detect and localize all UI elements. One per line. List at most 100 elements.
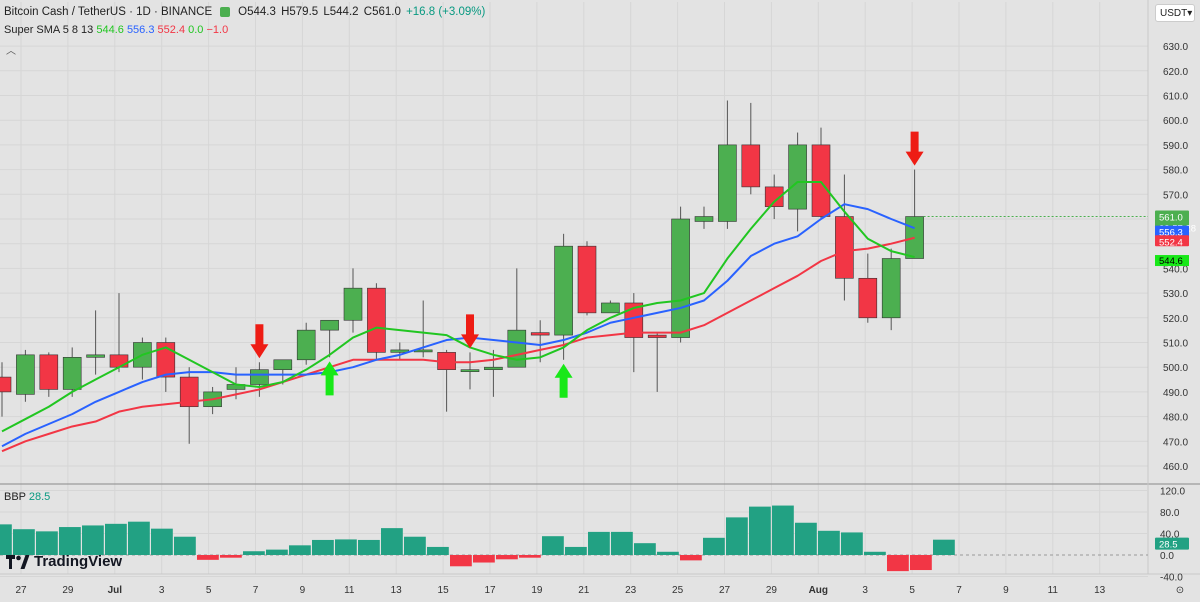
indicator-value-5: −1.0 bbox=[206, 24, 229, 36]
time-tick-label: 29 bbox=[766, 585, 778, 596]
bbp-bar bbox=[795, 522, 817, 555]
time-tick-label: 29 bbox=[62, 585, 74, 596]
chevron-down-icon: ▾ bbox=[1187, 7, 1193, 19]
bull-candle bbox=[694, 216, 714, 222]
tradingview-logo[interactable]: TradingView bbox=[6, 553, 122, 570]
indicator-name: Super SMA 5 8 13 bbox=[4, 24, 94, 36]
time-tick-label: 5 bbox=[909, 585, 915, 596]
time-tick-label: Aug bbox=[809, 585, 828, 596]
bbp-bar bbox=[565, 546, 587, 555]
change-value: +16.8 (+3.09%) bbox=[406, 6, 486, 18]
time-tick-label: 11 bbox=[1048, 585, 1059, 596]
sell-arrow-icon bbox=[250, 324, 269, 359]
bbp-bar bbox=[82, 525, 104, 555]
time-tick-label: 9 bbox=[300, 585, 306, 596]
bbp-bar bbox=[151, 528, 173, 555]
price-tick-label: 490.0 bbox=[1163, 388, 1188, 399]
time-tick-label: 15 bbox=[438, 585, 450, 596]
bbp-bar bbox=[519, 555, 541, 558]
bbp-bar bbox=[266, 549, 288, 555]
sell-arrow-icon bbox=[461, 314, 479, 349]
time-tick-label: 27 bbox=[719, 585, 731, 596]
currency-select[interactable]: USDT ▾ bbox=[1155, 4, 1195, 22]
price-axis[interactable]: 630.0 620.0 610.0 600.0 590.0 580.0 570.0 540.0… bbox=[1160, 42, 1188, 583]
price-tick-label: 620.0 bbox=[1163, 67, 1188, 78]
ohlc-values: O544.3 H579.5 L544.2 C561.0 +16.8 (+3.09… bbox=[238, 6, 487, 18]
bear-candle bbox=[39, 354, 59, 390]
price-tick-label: 570.0 bbox=[1163, 190, 1188, 201]
time-tick-label: 21 bbox=[578, 585, 590, 596]
bull-candle bbox=[671, 218, 690, 338]
symbol-title[interactable]: Bitcoin Cash / TetherUS · 1D · BINANCE bbox=[4, 6, 213, 18]
bear-candle bbox=[741, 144, 761, 188]
bull-candle bbox=[460, 369, 480, 372]
collapse-legend-icon[interactable]: ︿ bbox=[6, 46, 16, 57]
sma-lines bbox=[1, 180, 915, 453]
bull-candle bbox=[718, 144, 737, 222]
bbp-bar bbox=[588, 531, 610, 555]
bbp-bar bbox=[473, 555, 495, 563]
bull-candle bbox=[554, 245, 573, 336]
bear-candle bbox=[0, 376, 12, 393]
time-tick-label: 3 bbox=[862, 585, 868, 596]
bear-candle bbox=[530, 332, 550, 336]
bbp-histogram bbox=[0, 505, 955, 572]
price-tick-label: 610.0 bbox=[1163, 92, 1188, 103]
time-axis[interactable]: 27 29 Jul 3 5 7 9 11 13 15 17 19 21 23 25 27 29 Aug 3 5 7 9 11… bbox=[15, 585, 1184, 596]
bear-candle bbox=[179, 376, 199, 408]
bbp-bar bbox=[381, 528, 403, 555]
bbp-bar bbox=[749, 506, 771, 555]
bbp-name: BBP bbox=[4, 491, 26, 503]
time-tick-label: 27 bbox=[15, 585, 27, 596]
price-tick-label: 470.0 bbox=[1163, 437, 1188, 448]
bull-candle bbox=[788, 144, 807, 210]
bbp-bar bbox=[427, 546, 449, 555]
indicator-legend[interactable]: Super SMA 5 8 13 544.6 556.3 552.4 0.0 −… bbox=[4, 24, 228, 36]
bull-candle bbox=[273, 359, 293, 370]
bbp-bar bbox=[450, 555, 472, 567]
market-open-icon bbox=[220, 7, 231, 17]
currency-label: USDT bbox=[1160, 7, 1188, 19]
bbp-last-badge-text: 28.5 bbox=[1159, 540, 1178, 551]
bbp-bar bbox=[657, 551, 679, 555]
bbp-legend[interactable]: BBP 28.5 bbox=[4, 491, 50, 503]
time-tick-label: 11 bbox=[344, 585, 355, 596]
price-tick-label: 540.0 bbox=[1163, 264, 1188, 275]
time-tick-label: 19 bbox=[531, 585, 543, 596]
price-tick-label: 630.0 bbox=[1163, 42, 1188, 53]
indicator-value-3: 552.4 bbox=[157, 24, 186, 36]
bull-candle bbox=[601, 302, 620, 314]
bear-candle bbox=[858, 277, 878, 319]
bbp-last-badge-bg bbox=[1155, 537, 1189, 550]
bbp-bar bbox=[0, 524, 12, 555]
price-tick-label: 600.0 bbox=[1163, 116, 1188, 127]
indicator-value-2: 556.3 bbox=[126, 24, 155, 36]
sma-fast-badge: 544.6 bbox=[1155, 255, 1189, 267]
bbp-bar bbox=[680, 555, 702, 561]
bbp-bar bbox=[542, 536, 564, 555]
bull-candle bbox=[507, 329, 527, 368]
close-value: C561.0 bbox=[363, 6, 401, 18]
time-tick-label: 23 bbox=[625, 585, 637, 596]
bbp-tick-label: 80.0 bbox=[1160, 508, 1180, 519]
bull-candle bbox=[343, 287, 363, 321]
last-price-badge-text: 561.0 bbox=[1159, 213, 1183, 224]
high-value: H579.5 bbox=[281, 6, 319, 18]
bbp-bar bbox=[358, 539, 380, 555]
price-tick-label: 520.0 bbox=[1163, 314, 1188, 325]
bbp-bar bbox=[36, 531, 58, 555]
bbp-value: 28.5 bbox=[28, 491, 51, 503]
bull-candle bbox=[881, 258, 901, 319]
sma-mid-badge: 556.3 bbox=[1155, 225, 1189, 239]
time-tick-label: 9 bbox=[1003, 585, 1009, 596]
bbp-bar bbox=[105, 523, 127, 555]
time-tick-label: 3 bbox=[159, 585, 165, 596]
price-tick-label: 580.0 bbox=[1163, 166, 1188, 177]
brand-name: TradingView bbox=[34, 553, 123, 570]
buy-arrow-icon bbox=[320, 361, 339, 396]
bull-candle bbox=[296, 329, 316, 361]
bbp-bar bbox=[243, 551, 265, 555]
bbp-bar bbox=[59, 527, 81, 555]
